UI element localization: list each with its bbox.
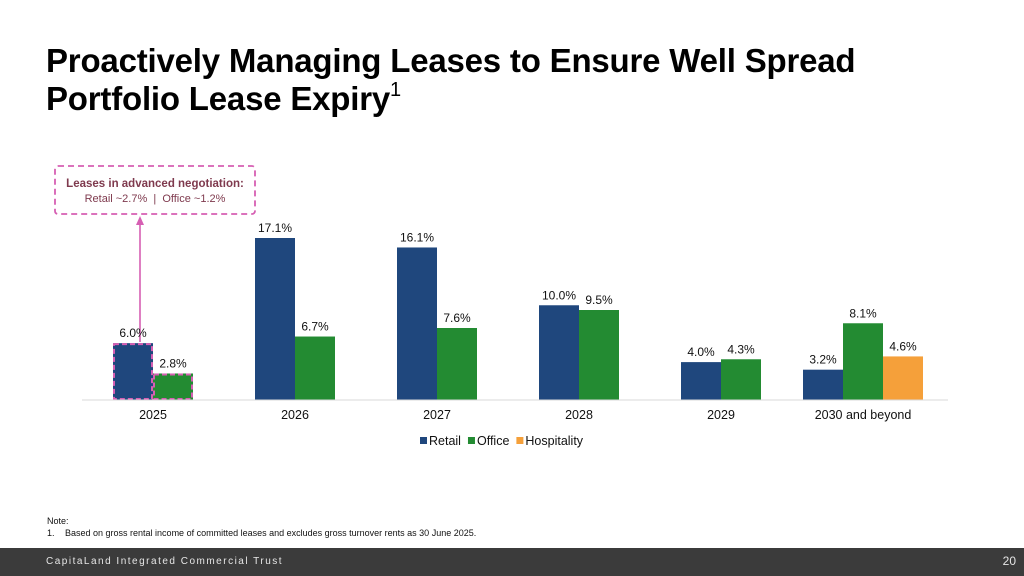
callout-border: [54, 165, 256, 215]
callout-title: Leases in advanced negotiation:: [66, 178, 244, 190]
x-tick-2027: 2027: [423, 408, 451, 422]
label-retail-2030-and-beyond: 3.2%: [809, 353, 837, 367]
label-retail-2026: 17.1%: [258, 221, 292, 235]
highlight-retail-2025: [113, 343, 153, 401]
legend-label-hospitality: Hospitality: [525, 434, 583, 448]
x-tick-2030-and-beyond: 2030 and beyond: [815, 408, 912, 422]
callout-box: Leases in advanced negotiation: Retail ~…: [54, 165, 256, 215]
title-line-1: Proactively Managing Leases to Ensure We…: [46, 42, 856, 79]
label-office-2027: 7.6%: [443, 311, 471, 325]
legend: Retail Office Hospitality: [420, 434, 584, 448]
highlight-office-2025: [153, 373, 193, 401]
page-number: 20: [1002, 554, 1016, 568]
label-retail-2028: 10.0%: [542, 288, 576, 302]
bar-retail-2029: [681, 362, 721, 400]
bar-office-2026: [295, 336, 335, 400]
note-heading: Note:: [47, 516, 69, 526]
label-hospitality-2030-and-beyond: 4.6%: [889, 339, 917, 353]
bar-office-2027: [437, 328, 477, 400]
label-retail-2029: 4.0%: [687, 345, 715, 359]
title-line-2: Portfolio Lease Expiry1: [46, 80, 986, 118]
label-office-2030-and-beyond: 8.1%: [849, 306, 877, 320]
note-number: 1.: [47, 528, 55, 538]
callout-arrow: [136, 216, 144, 342]
data-labels: 6.0% 2.8% 17.1% 6.7% 16.1% 7.6% 10.0% 9.5% 4.0% 4…: [119, 221, 917, 370]
label-office-2025: 2.8%: [159, 356, 187, 370]
callout-arrow-head: [136, 216, 144, 225]
title-line-2-text: Portfolio Lease Expiry: [46, 80, 391, 117]
title-footnote-marker: 1: [390, 79, 401, 101]
label-retail-2027: 16.1%: [400, 230, 434, 244]
bar-office-2025: [153, 373, 193, 400]
bar-retail-2027: [397, 247, 437, 400]
bar-office-2030-and-beyond: [843, 323, 883, 400]
legend-label-retail: Retail: [429, 434, 461, 448]
x-axis-labels: 2025 2026 2027 2028 2029 2030 and beyond: [139, 408, 911, 422]
bar-office-2028: [579, 310, 619, 400]
label-office-2026: 6.7%: [301, 320, 329, 334]
note-item: 1. Based on gross rental income of commit…: [47, 527, 476, 539]
legend-swatch-hospitality: [516, 437, 524, 444]
legend-swatch-retail: [420, 437, 427, 444]
bar-retail-2026: [255, 238, 295, 400]
note-text: Based on gross rental income of committe…: [65, 528, 477, 538]
legend-swatch-office: [467, 437, 475, 444]
lease-expiry-chart: Leases in advanced negotiation: Retail ~…: [54, 165, 948, 448]
bar-retail-2030-and-beyond: [803, 369, 843, 400]
legend-label-office: Office: [477, 434, 509, 448]
callout-detail: Retail ~2.7% | Office ~1.2%: [85, 193, 226, 205]
bar-hospitality-2030-and-beyond: [883, 356, 923, 400]
bar-retail-2025: [113, 343, 153, 400]
bar-retail-2028: [539, 305, 579, 400]
footer-brand: CapitaLand Integrated Commercial Trust: [46, 556, 284, 567]
bars: [113, 238, 923, 400]
highlight-boxes: [113, 343, 193, 401]
x-tick-2026: 2026: [281, 408, 309, 422]
slide-title: Proactively Managing Leases to Ensure We…: [46, 42, 986, 118]
label-office-2028: 9.5%: [585, 293, 613, 307]
x-tick-2028: 2028: [565, 408, 593, 422]
label-office-2029: 4.3%: [727, 342, 755, 356]
footer-bar: CapitaLand Integrated Commercial Trust 2…: [0, 548, 1024, 576]
x-tick-2029: 2029: [707, 408, 735, 422]
bar-office-2029: [721, 359, 761, 400]
footnote: Note: 1. Based on gross rental income of …: [47, 515, 476, 539]
x-tick-2025: 2025: [139, 408, 167, 422]
label-retail-2025: 6.0%: [119, 326, 147, 340]
